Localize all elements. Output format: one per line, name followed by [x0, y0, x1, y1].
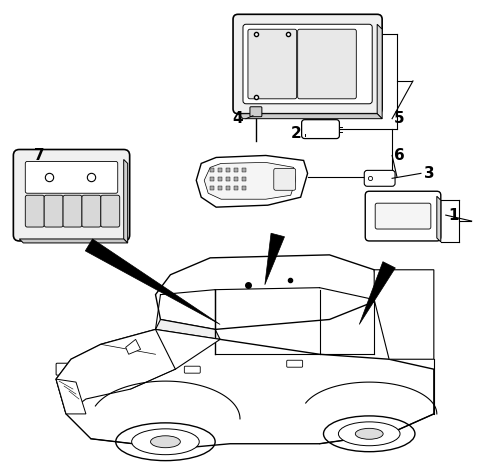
Polygon shape: [19, 239, 128, 243]
Text: 3: 3: [423, 166, 434, 181]
FancyBboxPatch shape: [56, 363, 76, 375]
Ellipse shape: [132, 429, 199, 455]
Text: 5: 5: [394, 111, 404, 126]
FancyBboxPatch shape: [25, 161, 118, 193]
Text: 2: 2: [290, 126, 301, 141]
Polygon shape: [156, 320, 220, 339]
Ellipse shape: [355, 428, 383, 439]
FancyBboxPatch shape: [13, 150, 130, 241]
FancyBboxPatch shape: [25, 195, 44, 227]
Polygon shape: [265, 233, 285, 285]
FancyBboxPatch shape: [82, 195, 101, 227]
Polygon shape: [377, 24, 382, 119]
Polygon shape: [56, 329, 434, 449]
Polygon shape: [124, 159, 128, 243]
Polygon shape: [85, 239, 220, 324]
Polygon shape: [360, 262, 396, 324]
Polygon shape: [56, 379, 86, 414]
FancyBboxPatch shape: [44, 195, 63, 227]
FancyBboxPatch shape: [274, 168, 296, 190]
Polygon shape: [238, 114, 382, 119]
Polygon shape: [56, 329, 220, 414]
Ellipse shape: [338, 422, 400, 445]
FancyBboxPatch shape: [184, 366, 200, 373]
Text: 1: 1: [448, 208, 459, 223]
Polygon shape: [374, 270, 434, 359]
Text: 4: 4: [233, 111, 243, 126]
FancyBboxPatch shape: [287, 360, 302, 367]
Polygon shape: [196, 156, 308, 207]
Polygon shape: [126, 339, 141, 354]
Text: 6: 6: [394, 148, 405, 163]
Polygon shape: [437, 196, 441, 242]
FancyBboxPatch shape: [298, 29, 356, 99]
FancyBboxPatch shape: [301, 120, 339, 138]
Ellipse shape: [151, 436, 180, 448]
FancyBboxPatch shape: [365, 191, 441, 241]
Text: 7: 7: [34, 148, 45, 163]
Polygon shape: [156, 255, 379, 329]
FancyBboxPatch shape: [233, 14, 382, 114]
FancyBboxPatch shape: [63, 195, 82, 227]
FancyBboxPatch shape: [375, 203, 431, 229]
FancyBboxPatch shape: [250, 107, 262, 116]
Polygon shape: [204, 163, 296, 199]
FancyBboxPatch shape: [248, 29, 297, 99]
FancyBboxPatch shape: [364, 171, 395, 186]
FancyBboxPatch shape: [243, 24, 372, 104]
FancyBboxPatch shape: [101, 195, 120, 227]
